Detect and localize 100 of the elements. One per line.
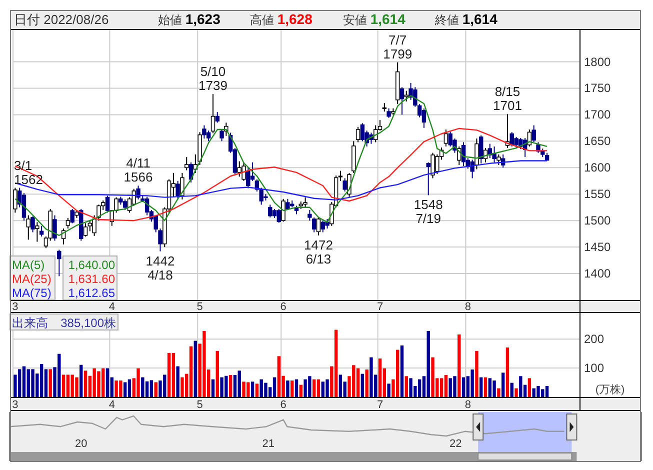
- candlestick: [400, 86, 404, 116]
- bar: [286, 380, 290, 397]
- bar: [40, 364, 44, 397]
- candlestick: [57, 249, 62, 277]
- bar: [528, 378, 532, 397]
- bar: [484, 377, 488, 397]
- bar: [18, 369, 22, 397]
- bar: [150, 380, 154, 397]
- x-tick-label: 7: [376, 301, 384, 313]
- bar: [255, 384, 259, 397]
- candlestick: [176, 180, 180, 200]
- bar: [272, 377, 276, 397]
- annotation: 385,100株: [60, 316, 116, 330]
- y-tick-label: 1700: [584, 108, 612, 122]
- bar: [400, 345, 404, 397]
- candlestick: [268, 204, 272, 218]
- x-tick-label: 3: [12, 399, 18, 411]
- candlestick: [206, 130, 211, 142]
- candlestick: [356, 126, 360, 143]
- bar: [396, 350, 400, 397]
- candlestick: [474, 138, 479, 170]
- x-tick-label: 6: [280, 301, 286, 313]
- text: 始値 1,623: [158, 11, 221, 27]
- bar: [189, 346, 193, 397]
- candlestick: [88, 220, 92, 232]
- candlestick: [83, 222, 88, 237]
- candlestick: [470, 159, 474, 179]
- bar: [145, 381, 149, 397]
- bar: [62, 374, 66, 397]
- bar: [106, 368, 110, 397]
- annotation: 4/18: [148, 267, 173, 282]
- annotation: 3/1: [14, 158, 32, 173]
- bar: [312, 379, 316, 397]
- candlestick: [312, 216, 316, 233]
- bar: [141, 377, 144, 397]
- candlestick: [496, 154, 501, 166]
- bar: [426, 330, 430, 397]
- bar: [404, 376, 408, 397]
- candlestick: [26, 214, 30, 240]
- bar: [506, 347, 510, 397]
- candlestick: [426, 162, 430, 196]
- candlestick: [180, 172, 184, 200]
- bar: [338, 374, 342, 397]
- candlestick: [242, 162, 246, 182]
- annotation: 1442: [146, 253, 175, 268]
- text: 終値 1,614: [434, 11, 498, 27]
- x-tick-label: 3: [12, 301, 18, 313]
- y-tick-label: 1450: [584, 240, 612, 254]
- chart-title: 日付 2022/08/26: [14, 12, 109, 27]
- bar: [365, 369, 368, 397]
- candlestick: [492, 146, 496, 163]
- bar: [80, 364, 83, 397]
- annotation: 5/10: [200, 64, 226, 80]
- x-tick-label: 8: [464, 399, 471, 411]
- candlestick: [202, 124, 206, 140]
- candlestick: [52, 214, 57, 242]
- annotation: 1,631.60: [68, 272, 116, 286]
- candlestick: [70, 208, 74, 224]
- legend: MA(5) 1,640.00 MA(25) 1,631.60 MA(75) 1,612.65: [10, 256, 118, 300]
- annotation: 7/7: [388, 32, 407, 48]
- text: 高値 1,628: [250, 11, 313, 27]
- candlestick: [386, 108, 391, 118]
- bar: [84, 370, 88, 397]
- annotation: 6/13: [306, 251, 332, 266]
- bar: [216, 350, 219, 397]
- candlestick: [215, 112, 220, 124]
- bar: [180, 377, 184, 397]
- x-tick-label: 5: [196, 399, 203, 411]
- candlestick: [444, 129, 448, 147]
- bar: [475, 350, 478, 397]
- candlestick: [422, 108, 426, 128]
- candlestick: [276, 208, 282, 224]
- y-tick-label: 1400: [584, 266, 612, 281]
- bar: [440, 378, 444, 397]
- bar: [228, 374, 232, 397]
- bar: [167, 352, 171, 397]
- bar: [514, 388, 518, 397]
- bar: [480, 377, 483, 397]
- bar: [66, 374, 70, 397]
- y-tick-label: 1600: [584, 160, 612, 175]
- x-tick-label: 7: [376, 399, 384, 411]
- candlestick: [13, 187, 18, 214]
- y-tick-label: 1650: [584, 134, 612, 148]
- candlestick: [122, 198, 128, 210]
- x-tick-label: 6: [280, 399, 286, 411]
- bar: [360, 374, 364, 397]
- bar: [458, 334, 461, 397]
- bar: [326, 379, 329, 397]
- bar: [128, 379, 132, 397]
- bar: [356, 368, 360, 397]
- candlestick: [30, 216, 35, 233]
- candlestick: [210, 94, 216, 134]
- volume-label: 出来高 385,100株: [10, 314, 118, 330]
- candlestick: [303, 196, 308, 208]
- bar: [194, 340, 198, 397]
- bar: [136, 368, 140, 397]
- annotation: 1,640.00: [68, 258, 116, 272]
- candlestick: [360, 122, 365, 142]
- candlestick: [325, 218, 330, 230]
- bar: [211, 379, 215, 397]
